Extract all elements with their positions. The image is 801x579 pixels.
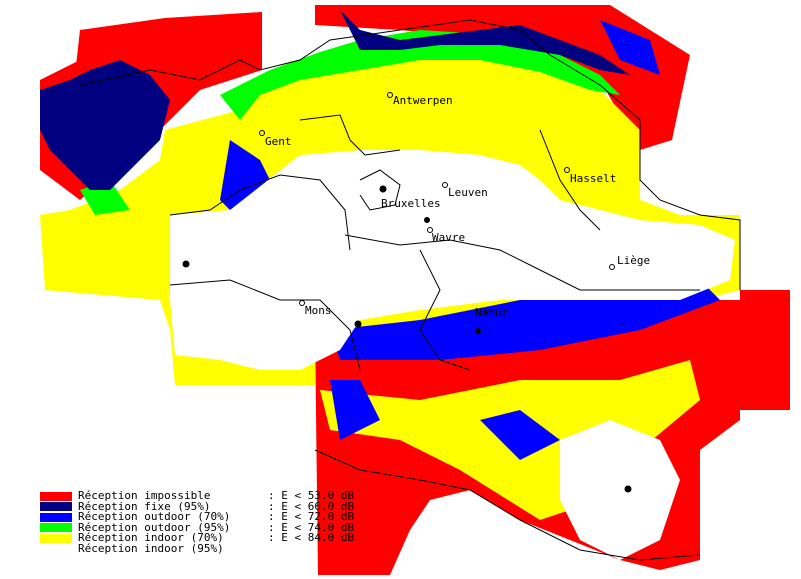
city-label-bruxelles: Bruxelles [381,197,441,210]
legend-row-outdoor70: Réception outdoor (70%) : E < 72.0 dB [40,510,355,523]
city-label-mons: Mons [305,304,332,317]
legend-value: : E < 74.0 dB [268,520,355,534]
city-gent: Gent [259,130,292,148]
transmitter-marker [354,320,362,328]
city-label-wavre: Wavre [432,231,465,244]
legend-label: Réception indoor (95%) [78,541,224,555]
boundaries [79,19,741,561]
city-bruxelles: Bruxelles [379,185,441,210]
city-hasselt: Hasselt [564,167,616,185]
zone-indoor95 [170,150,735,560]
legend-value: : E < 66.0 dB [268,499,355,513]
city-namur: Namur [475,306,508,334]
legend-swatch [40,491,72,501]
legend-value: : E < 84.0 dB [268,531,355,544]
legend-label: Réception impossible [78,489,211,502]
legend-row-indoor70: Réception indoor (70%) : E < 84.0 dB [40,531,355,544]
city-leuven: Leuven [442,182,488,199]
legend-label: Réception fixe (95%) [78,499,211,513]
city-antwerpen: Antwerpen [387,92,453,107]
legend-label: Réception outdoor (70%) [78,510,231,523]
legend-swatch [40,523,72,533]
legend-label: Réception indoor (70%) [78,531,224,544]
city-label-namur: Namur [475,306,508,319]
legend-row-fixe: Réception fixe (95%) : E < 66.0 dB [40,499,355,513]
city-label-liege: Liège [617,254,650,267]
transmitter-marker [624,485,632,493]
legend-value: : E < 53.0 dB [268,489,355,502]
zone-fixe [40,10,630,190]
legend-row-outdoor95: Réception outdoor (95%) : E < 74.0 dB [40,520,355,534]
legend-value: : E < 72.0 dB [268,510,355,523]
legend-swatch [40,502,72,512]
city-label-antwerpen: Antwerpen [393,94,453,107]
legend-swatch [40,533,72,543]
legend-row-impossible: Réception impossible : E < 53.0 dB [40,489,355,502]
legend-row-indoor95: Réception indoor (95%) [40,541,354,555]
legend-swatch [40,544,72,553]
legend-swatch [40,512,72,522]
transmitter-marker [182,260,190,268]
legend: Réception impossible : E < 53.0 dB Récep… [40,489,355,555]
city-label-gent: Gent [265,135,292,148]
city-liege: Liège [609,254,650,270]
legend-label: Réception outdoor (95%) [78,520,231,534]
city-label-leuven: Leuven [448,186,488,199]
city-label-hasselt: Hasselt [570,172,616,185]
city-wavre: Wavre [424,217,465,244]
transmitter-sites [182,260,632,493]
city-mons: Mons [299,300,332,317]
